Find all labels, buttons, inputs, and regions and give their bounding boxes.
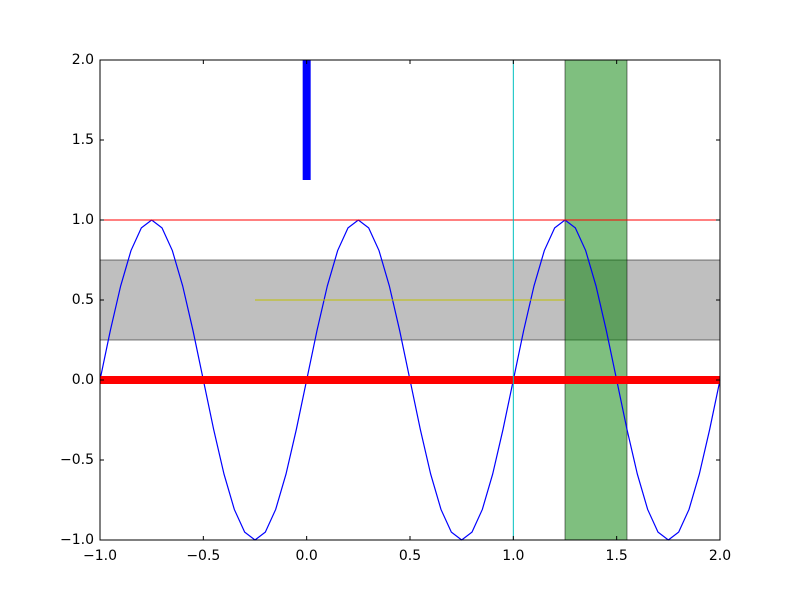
plot-area [99, 59, 721, 541]
y-tick-label: 0.0 [72, 372, 94, 388]
y-tick-label: 1.0 [72, 212, 94, 228]
x-tick-label: 0.0 [296, 548, 318, 564]
y-tick-label: 2.0 [72, 52, 94, 68]
y-tick-label: 1.5 [72, 132, 94, 148]
x-tick-label: 2.0 [709, 548, 731, 564]
x-tick-label: −0.5 [186, 548, 220, 564]
y-tick-label: 0.5 [72, 292, 94, 308]
y-tick-label: −1.0 [60, 532, 94, 548]
x-tick-label: 1.0 [502, 548, 524, 564]
x-tick-label: 1.5 [606, 548, 628, 564]
v-span [564, 59, 628, 541]
x-tick-label: 0.5 [399, 548, 421, 564]
y-tick-label: −0.5 [60, 452, 94, 468]
x-tick-label: −1.0 [83, 548, 117, 564]
